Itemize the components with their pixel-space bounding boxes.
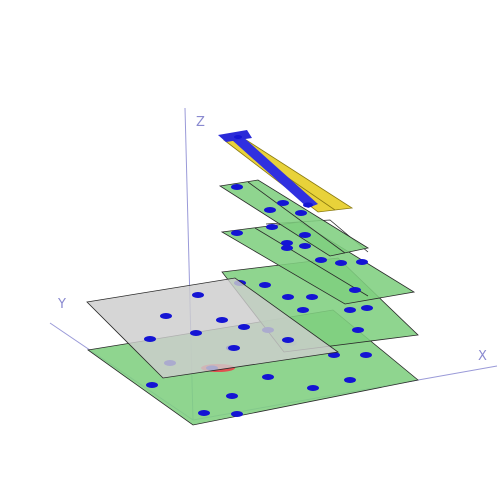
hole	[303, 202, 313, 208]
hole	[231, 230, 243, 236]
hole	[356, 259, 368, 265]
y-axis-label: Y	[57, 297, 66, 312]
hole	[281, 240, 293, 246]
beam	[218, 130, 354, 213]
hole	[344, 377, 356, 383]
gray-plate-surface	[86, 277, 340, 379]
hole	[234, 135, 242, 139]
hole	[228, 345, 240, 351]
hole	[264, 207, 276, 213]
third-plate-seam	[254, 227, 369, 297]
hole	[266, 224, 278, 230]
z-axis-label: Z	[196, 115, 205, 130]
hole	[231, 411, 243, 417]
hole	[360, 352, 372, 358]
gray-plate	[86, 277, 340, 379]
hole	[361, 305, 373, 311]
hole	[299, 232, 311, 238]
gray-plate-holes	[144, 292, 294, 351]
hole	[306, 294, 318, 300]
hole	[226, 393, 238, 399]
fourth-plate	[218, 179, 370, 257]
hole	[299, 243, 311, 249]
hole	[198, 410, 210, 416]
hole	[281, 245, 293, 251]
hole	[282, 294, 294, 300]
hole	[335, 260, 347, 266]
hole	[192, 292, 204, 298]
third-plate	[220, 219, 416, 305]
hole	[231, 184, 243, 190]
hole	[282, 337, 294, 343]
hole	[352, 327, 364, 333]
x-axis-label: X	[478, 349, 487, 364]
hole	[315, 257, 327, 263]
hole	[349, 287, 361, 293]
hole	[277, 200, 289, 206]
hole	[295, 210, 307, 216]
hole	[328, 352, 340, 358]
hole	[216, 317, 228, 323]
fourth-plate-seam	[247, 181, 346, 254]
fourth-plate-holes	[231, 184, 311, 251]
hole	[297, 307, 309, 313]
hole	[160, 313, 172, 319]
hole	[307, 385, 319, 391]
fourth-plate-surface	[218, 179, 370, 257]
hole	[262, 374, 274, 380]
hole	[146, 382, 158, 388]
hole	[344, 307, 356, 313]
beam-blue-bar	[232, 136, 318, 208]
hole	[238, 324, 250, 330]
hole	[190, 330, 202, 336]
hole	[259, 282, 271, 288]
hole	[144, 336, 156, 342]
third-plate-holes	[231, 224, 368, 293]
